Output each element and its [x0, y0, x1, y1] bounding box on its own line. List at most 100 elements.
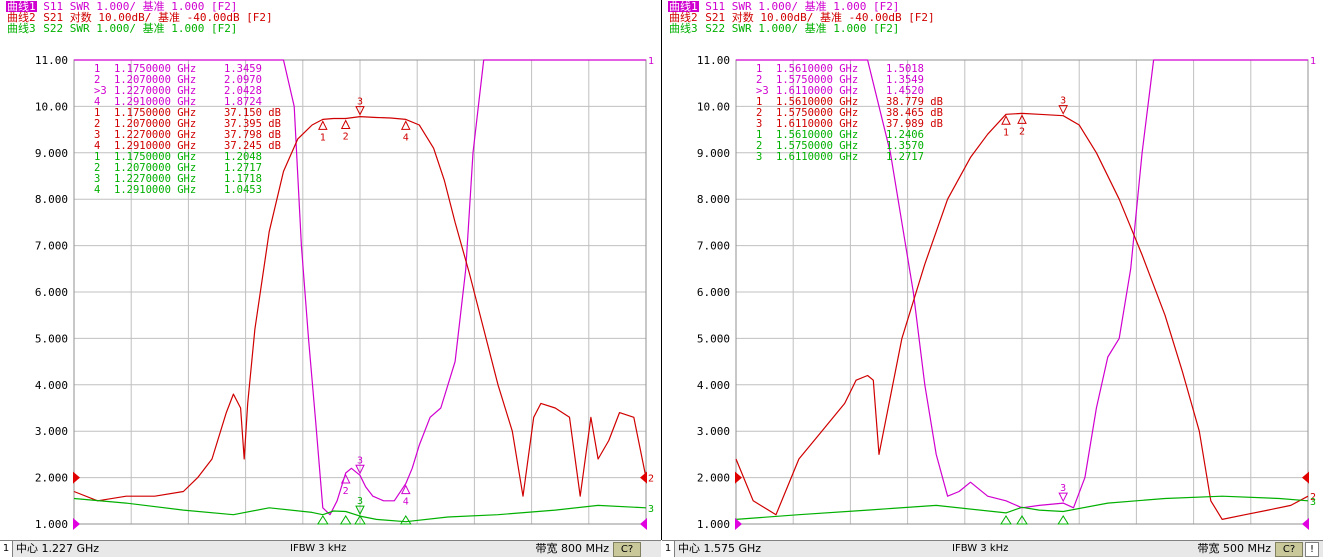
trace-end-label: 2 [1310, 492, 1316, 503]
y-tick-label: 9.000 [35, 147, 68, 160]
trace-end-label: 3 [648, 504, 654, 515]
y-tick-label: 5.000 [35, 332, 68, 345]
series-line [73, 497, 647, 523]
stimulus-marker[interactable] [354, 515, 366, 525]
marker-row-value: 2.0970 [224, 74, 262, 86]
marker-row-frequency: 1.2910000 GHz [114, 140, 196, 152]
warning-indicator[interactable]: ! [1305, 542, 1319, 557]
marker-label: 2 [1019, 126, 1025, 137]
marker-row-label: 1 [94, 107, 100, 119]
marker-row-frequency: 1.2270000 GHz [114, 129, 196, 141]
reference-marker-right [1302, 471, 1309, 484]
y-tick-label: 5.000 [697, 332, 730, 345]
trace1-settings: S11 SWR 1.000/ 基准 1.000 [F2] [698, 0, 900, 13]
left-chart[interactable]: 11.00 10.00 9.000 8.000 7.000 6.000 5.000 4.000… [0, 0, 661, 540]
trace-marker[interactable]: 2 [340, 119, 351, 142]
ifbw-readout[interactable]: IFBW 3 kHz [290, 543, 347, 554]
trace1-settings: S11 SWR 1.000/ 基准 1.000 [F2] [36, 0, 238, 13]
stimulus-marker[interactable] [316, 515, 329, 525]
stimulus-marker[interactable] [399, 515, 412, 525]
marker-row-frequency: 1.2070000 GHz [114, 118, 196, 130]
marker-label: 1 [320, 132, 326, 143]
marker-row-value: 37.989 dB [886, 118, 943, 130]
trace-marker[interactable]: 2 [340, 473, 351, 497]
series-line [73, 116, 647, 502]
y-tick-label: 10.00 [35, 100, 68, 113]
marker-row-value: 1.2048 [224, 151, 262, 163]
right-status-bar: 1 中心 1.575 GHz IFBW 3 kHz 带宽 500 MHz C? … [662, 540, 1323, 557]
trace1-tag[interactable]: 曲线1 [6, 0, 37, 13]
marker-row-frequency: 1.2270000 GHz [114, 85, 196, 97]
stimulus-marker[interactable] [1016, 515, 1028, 525]
calibration-button[interactable]: C? [613, 542, 641, 557]
y-tick-label: 9.000 [697, 147, 730, 160]
marker-row-frequency: 1.2910000 GHz [114, 184, 196, 196]
center-frequency[interactable]: 中心 1.227 GHz [16, 542, 100, 555]
calibration-button[interactable]: C? [1275, 542, 1303, 557]
y-tick-label: 7.000 [35, 240, 68, 253]
series-line [735, 112, 1309, 520]
y-tick-label: 11.00 [35, 54, 68, 67]
trace-marker[interactable]: 4 [400, 484, 411, 508]
marker-row-label: 1 [756, 129, 762, 141]
ifbw-readout[interactable]: IFBW 3 kHz [952, 543, 1009, 554]
channel-number[interactable]: 1 [0, 541, 13, 557]
trace3-settings: S22 SWR 1.000/ 基准 1.000 [F2] [698, 22, 900, 35]
trace-marker[interactable]: 3 [1058, 96, 1068, 115]
marker-row-label: 1 [94, 63, 100, 75]
trace3-tag[interactable]: 曲线3 [669, 22, 698, 35]
marker-row-value: 1.4520 [886, 85, 924, 97]
marker-label: 2 [343, 486, 349, 497]
span-readout[interactable]: 带宽 800 MHz [535, 542, 609, 555]
trace-marker[interactable]: 3 [355, 455, 365, 475]
series-line [735, 495, 1309, 520]
marker-row-label: 4 [94, 184, 100, 196]
marker-row-value: 1.2406 [886, 129, 924, 141]
center-frequency[interactable]: 中心 1.575 GHz [678, 542, 762, 555]
trace3-tag[interactable]: 曲线3 [7, 22, 36, 35]
trace-marker[interactable]: 3 [355, 496, 365, 516]
trace3-settings: S22 SWR 1.000/ 基准 1.000 [F2] [36, 22, 238, 35]
reference-marker-right [640, 518, 647, 530]
trace-marker[interactable]: 1 [318, 120, 328, 143]
reference-marker-left [735, 471, 742, 484]
marker-row-value: 37.395 dB [224, 118, 281, 130]
y-tick-label: 8.000 [697, 193, 730, 206]
marker-row-frequency: 1.6110000 GHz [776, 85, 858, 97]
marker-row-label: 3 [756, 151, 762, 163]
marker-row-frequency: 1.5610000 GHz [776, 63, 858, 75]
trace1-tag[interactable]: 曲线1 [668, 0, 699, 13]
trace-marker[interactable]: 2 [1017, 114, 1027, 137]
marker-row-label: >3 [756, 85, 769, 97]
stimulus-marker[interactable] [1057, 515, 1070, 525]
trace-marker[interactable]: 3 [1058, 483, 1068, 503]
marker-label: 4 [403, 132, 409, 143]
trace-end-label: 2 [648, 474, 654, 485]
trace2-header[interactable]: 曲线2 S21 对数 10.00dB/ 基准 -40.00dB [F2] [668, 12, 935, 23]
trace2-tag[interactable]: 曲线2 [7, 11, 36, 24]
y-tick-label: 3.000 [35, 425, 68, 438]
marker-label: 3 [1060, 483, 1066, 494]
marker-row-value: 37.150 dB [224, 107, 281, 119]
trace3-header[interactable]: 曲线3 S22 SWR 1.000/ 基准 1.000 [F2] [6, 23, 237, 34]
left-status-bar: 1 中心 1.227 GHz IFBW 3 kHz 带宽 800 MHz C? [0, 540, 661, 557]
trace-marker[interactable]: 4 [400, 120, 411, 143]
marker-row-value: 1.2717 [886, 151, 924, 163]
y-tick-label: 1.000 [697, 518, 730, 531]
trace1-header[interactable]: 曲线1 S11 SWR 1.000/ 基准 1.000 [F2] [668, 1, 899, 12]
trace1-header[interactable]: 曲线1 S11 SWR 1.000/ 基准 1.000 [F2] [6, 1, 237, 12]
trace2-tag[interactable]: 曲线2 [669, 11, 698, 24]
stimulus-marker[interactable] [339, 515, 352, 525]
marker-row-frequency: 1.1750000 GHz [114, 63, 196, 75]
trace3-header[interactable]: 曲线3 S22 SWR 1.000/ 基准 1.000 [F2] [668, 23, 899, 34]
trace2-header[interactable]: 曲线2 S21 对数 10.00dB/ 基准 -40.00dB [F2] [6, 12, 273, 23]
panel-divider [661, 0, 662, 540]
span-readout[interactable]: 带宽 500 MHz [1197, 542, 1271, 555]
stimulus-marker[interactable] [1000, 515, 1012, 525]
right-chart[interactable]: 11.00 10.00 9.000 8.000 7.000 6.000 5.000 4.000… [662, 0, 1323, 540]
trace-marker[interactable]: 3 [355, 97, 365, 116]
y-tick-label: 2.000 [697, 472, 730, 485]
trace-marker[interactable]: 1 [1001, 115, 1011, 138]
channel-number[interactable]: 1 [662, 541, 675, 557]
marker-row-value: 2.0428 [224, 85, 262, 97]
